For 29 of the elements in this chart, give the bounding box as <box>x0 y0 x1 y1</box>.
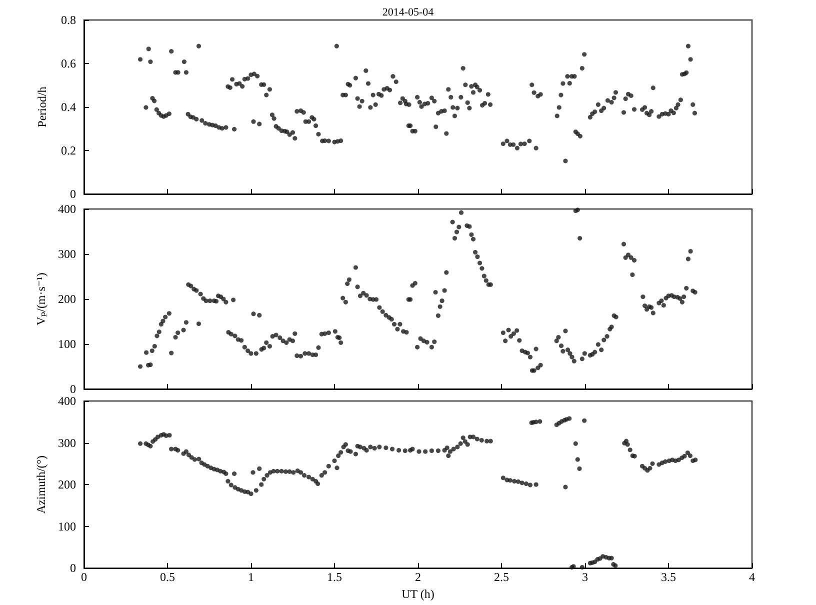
y-tick-label: 0.4 <box>61 100 76 114</box>
y-tick-label: 0 <box>70 561 76 576</box>
x-tick-label: 1.5 <box>327 570 342 584</box>
y-tick-label: 0 <box>70 187 76 201</box>
y-tick-label: 0 <box>70 382 76 396</box>
x-tick-label: 0 <box>81 570 87 584</box>
y-axis-title: Vₚ/(m·s⁻¹) <box>34 272 48 326</box>
y-tick-label: 300 <box>58 436 76 450</box>
x-tick-label: 3.5 <box>661 570 676 584</box>
x-tick-label: 1 <box>248 570 254 584</box>
y-tick-label: 300 <box>58 247 76 261</box>
y-tick-label: 0.2 <box>61 144 76 158</box>
x-axis-title: UT (h) <box>402 587 434 601</box>
chart-title: 2014-05-04 <box>382 6 434 18</box>
y-tick-label: 400 <box>58 394 76 408</box>
y-tick-label: 400 <box>58 202 76 216</box>
x-tick-label: 2.5 <box>494 570 509 584</box>
x-tick-label: 2 <box>415 570 421 584</box>
y-tick-label: 0.8 <box>61 13 76 27</box>
y-tick-label: 200 <box>58 478 76 492</box>
y-tick-label: 0.6 <box>61 56 76 70</box>
y-axis-title: Period/h <box>35 86 49 128</box>
y-axis-title: Azimuth/(°) <box>34 455 48 514</box>
x-tick-label: 3 <box>582 570 588 584</box>
y-tick-label: 100 <box>58 519 76 534</box>
x-tick-label: 0.5 <box>160 570 175 584</box>
y-tick-label: 100 <box>58 337 76 351</box>
y-tick-label: 200 <box>58 292 76 306</box>
x-tick-label: 4 <box>749 570 755 584</box>
